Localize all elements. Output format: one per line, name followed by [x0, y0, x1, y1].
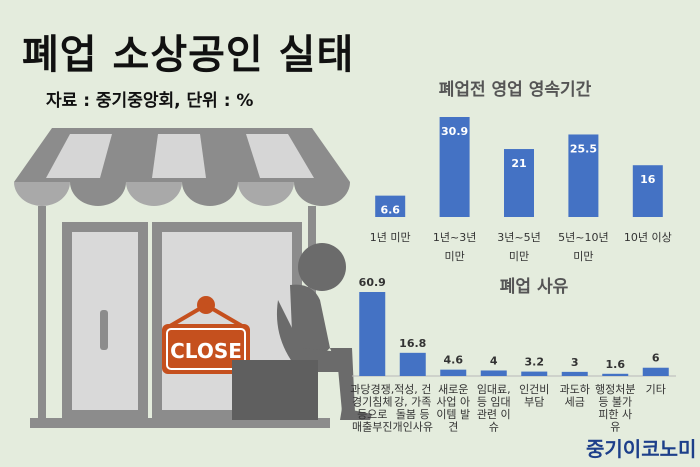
reason-category-label: 부담 — [524, 396, 544, 409]
reason-category-label: 과당경쟁, — [350, 383, 394, 396]
reason-value-label: 4.6 — [444, 354, 464, 367]
tenure-bar — [375, 195, 406, 217]
reason-category-label: 견 — [448, 421, 458, 434]
reason-bar — [602, 373, 629, 376]
reason-value-label: 6 — [652, 352, 660, 365]
tenure-bar — [632, 165, 663, 217]
tenure-value-label: 25.5 — [570, 142, 597, 155]
source-note: 자료 : 중기중앙회, 단위 : % — [46, 91, 254, 111]
reason-bar — [399, 352, 426, 376]
reason-category-label: 매출부진 — [352, 421, 392, 434]
reason-bar — [642, 367, 669, 376]
reason-value-label: 4 — [490, 354, 498, 367]
reason-category-label: 피한 사 — [598, 408, 632, 421]
tenure-bar — [504, 149, 534, 217]
tenure-category-label: 1년 미만 — [370, 231, 411, 244]
tenure-category-label: 3년~5년 — [497, 231, 540, 244]
tenure-bar — [439, 117, 470, 217]
reason-category-label: 유 — [610, 421, 620, 434]
reason-category-label: 슈 — [489, 421, 499, 434]
reason-category-label: 개인사유 — [393, 421, 433, 434]
tenure-category-label: 미만 — [444, 250, 464, 263]
reason-value-label: 3 — [571, 356, 579, 369]
page-title: 폐업 소상공인 실태 — [22, 32, 355, 78]
reason-category-label: 등으로 — [357, 408, 387, 421]
tenure-chart-title: 폐업전 영업 영속기간 — [439, 80, 592, 100]
reason-category-label: 돌봄 등 — [396, 408, 430, 421]
reason-bar — [359, 292, 386, 376]
tenure-category-label: 10년 이상 — [624, 231, 672, 244]
tenure-category-label: 5년~10년 — [558, 231, 608, 244]
closure-reason-chart-title: 폐업 사유 — [500, 277, 569, 297]
reason-value-label: 1.6 — [606, 358, 626, 371]
reason-category-label: 새로운 — [438, 383, 468, 396]
reason-category-label: 등 불가 — [598, 396, 632, 409]
reason-value-label: 16.8 — [399, 337, 426, 350]
shop-awning-icon — [14, 128, 350, 206]
reason-bar — [561, 371, 588, 376]
reason-bar — [480, 370, 507, 376]
tenure-value-label: 30.9 — [441, 125, 468, 138]
reason-bar — [440, 369, 467, 376]
reason-category-label: 등 임대 — [477, 396, 511, 409]
reason-category-label: 기타 — [646, 383, 666, 396]
reason-category-label: 경기침체 — [352, 396, 392, 409]
tenure-value-label: 6.6 — [380, 204, 400, 217]
reason-category-label: 강, 가족 — [394, 396, 431, 409]
reason-category-label: 이템 발 — [436, 408, 470, 421]
reason-category-label: 사업 아 — [436, 396, 470, 409]
reason-category-label: 세금 — [565, 396, 585, 409]
tenure-category-label: 1년~3년 — [433, 231, 476, 244]
tenure-category-label: 미만 — [509, 250, 529, 263]
tenure-value-label: 16 — [640, 173, 656, 186]
tenure-bar — [568, 134, 599, 217]
shop-illustration: CLOSE — [14, 128, 372, 428]
reason-category-label: 관련 이 — [477, 408, 511, 421]
door-icon — [62, 222, 148, 420]
reason-category-label: 임대료, — [477, 383, 511, 396]
reason-bar — [521, 371, 548, 376]
reason-value-label: 60.9 — [359, 276, 386, 289]
close-sign-icon: CLOSE — [162, 296, 250, 374]
reason-category-label: 적성, 건 — [394, 383, 431, 396]
sitting-person-icon — [232, 243, 372, 420]
tenure-value-label: 21 — [511, 157, 526, 170]
reason-value-label: 3.2 — [525, 356, 545, 369]
reason-category-label: 행정처분 — [595, 383, 635, 396]
brand-logo: 중기이코노미 — [586, 437, 697, 461]
reason-category-label: 과도하 — [560, 382, 590, 396]
close-sign-text: CLOSE — [170, 339, 242, 363]
reason-category-label: 인건비 — [519, 383, 549, 396]
tenure-category-label: 미만 — [573, 250, 593, 263]
